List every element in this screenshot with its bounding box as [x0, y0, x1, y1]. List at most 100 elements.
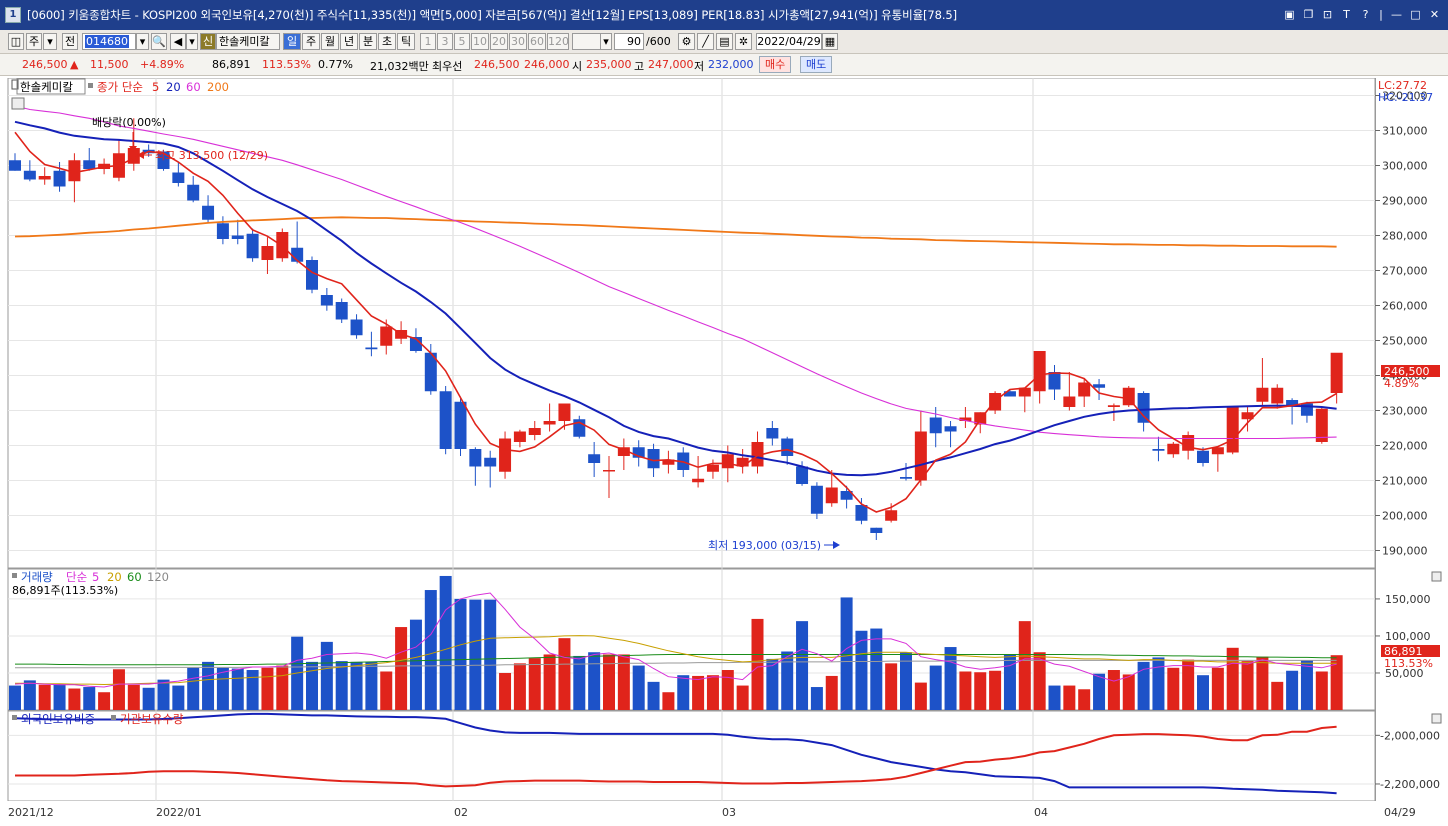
candle-body [231, 235, 244, 239]
interval-button-3[interactable]: 년 [340, 33, 358, 50]
ma20-label[interactable]: 20 [166, 80, 181, 94]
maximize-icon[interactable]: □ [1410, 8, 1421, 21]
code-dropdown-icon[interactable]: ▾ [136, 33, 149, 50]
holding-panel-close-icon[interactable] [1431, 713, 1442, 724]
trade-amount: 21,032백만 [370, 60, 429, 73]
volume-bar [1063, 685, 1076, 710]
volume-bar [1167, 667, 1180, 710]
volume-bar [1271, 681, 1284, 710]
volume-bar [142, 687, 155, 710]
minute-button-20[interactable]: 20 [490, 33, 508, 50]
open-price: 235,000 [586, 58, 632, 71]
minute-dropdown-icon[interactable]: ▾ [600, 33, 612, 50]
minute-button-1[interactable]: 1 [420, 33, 436, 50]
stock-code-input[interactable]: 014680 [82, 33, 136, 50]
interval-button-6[interactable]: 틱 [397, 33, 415, 50]
minute-button-30[interactable]: 30 [509, 33, 527, 50]
vol-ma20-label[interactable]: 20 [107, 570, 122, 584]
minute-button-3[interactable]: 3 [437, 33, 453, 50]
all-market-button[interactable]: 전 [62, 33, 78, 50]
volume-bar [350, 661, 363, 710]
minute-button-60[interactable]: 60 [528, 33, 546, 50]
interval-button-0[interactable]: 일 [283, 33, 301, 50]
vol-ma60-label[interactable]: 60 [127, 570, 142, 584]
interval-button-2[interactable]: 월 [321, 33, 339, 50]
volume-bar [1330, 655, 1343, 710]
date-input[interactable]: 2022/04/29 [756, 33, 822, 50]
minimize-icon[interactable]: — [1391, 8, 1402, 21]
volume-bar [781, 651, 794, 710]
sell-button[interactable]: 매도 [800, 56, 833, 73]
minute-button-5[interactable]: 5 [454, 33, 470, 50]
ma60-label[interactable]: 60 [186, 80, 201, 94]
volume-current-tag-text: 86,891 [1384, 645, 1423, 658]
interval-button-4[interactable]: 분 [359, 33, 377, 50]
data-count-input[interactable]: 90 [614, 33, 644, 50]
data-table-icon[interactable] [11, 97, 25, 110]
volume-panel-close-icon[interactable] [1431, 571, 1442, 582]
volume-bar [365, 661, 378, 710]
speaker-icon[interactable]: ◀ [170, 33, 186, 50]
volume-bar [1048, 685, 1061, 710]
volume-bar [573, 655, 586, 710]
candle-body [1271, 387, 1284, 404]
volume-ma-label[interactable]: 단순 [66, 570, 87, 584]
minute-button-10[interactable]: 10 [471, 33, 489, 50]
current-price: 246,500 [22, 58, 68, 71]
layout-icon[interactable]: ◫ [8, 33, 24, 50]
window-number-badge[interactable]: 1 [5, 7, 21, 23]
candle-body [692, 478, 705, 483]
settings-gear-icon[interactable]: ✲ [735, 33, 752, 50]
indicator-icon[interactable]: ⚙ [678, 33, 695, 50]
link-icon[interactable]: ▣ [1284, 8, 1295, 21]
chart-toolbar: ◫ 주 ▾ 전 014680 ▾ 🔍 ◀ ▾ 신 한솔케미칼 ▾ 90 /600… [0, 30, 1448, 54]
calendar-icon[interactable]: ▦ [822, 33, 838, 50]
volume-bar [335, 661, 348, 710]
ma200-label[interactable]: 200 [207, 80, 229, 94]
volume-bar [1018, 621, 1031, 710]
interval-button-5[interactable]: 초 [378, 33, 396, 50]
volume-bar [112, 669, 125, 710]
candle-body [647, 449, 660, 469]
vol-ma120-label[interactable]: 120 [147, 570, 169, 584]
candle-body [900, 477, 912, 479]
foreign-ratio-label[interactable]: 외국인보유비중 [21, 712, 95, 726]
volume-bar [320, 641, 333, 710]
minute-button-120[interactable]: 120 [547, 33, 569, 50]
candle-body [335, 302, 348, 320]
screen-icon[interactable]: ⊡ [1322, 8, 1333, 21]
candle-body [439, 391, 452, 449]
speaker-dropdown-icon[interactable]: ▾ [186, 33, 198, 50]
buy-button[interactable]: 매수 [759, 56, 792, 73]
ma-label[interactable]: 종가 단순 [97, 80, 143, 94]
volume-tick-label: 150,000 [1385, 593, 1431, 606]
copy-window-icon[interactable]: ❐ [1303, 8, 1314, 21]
candle-body [528, 428, 541, 435]
period-dropdown-icon[interactable]: ▾ [43, 33, 57, 50]
vol-ma5-label[interactable]: 5 [92, 570, 99, 584]
volume-bar [677, 675, 690, 710]
volume-label[interactable]: 거래량 [21, 570, 53, 584]
draw-tool-icon[interactable]: ╱ [697, 33, 714, 50]
price-stock-label[interactable]: 한솔케미칼 [20, 80, 73, 94]
ma5-label[interactable]: 5 [152, 80, 159, 94]
candle-body [1078, 382, 1091, 397]
candle-body [246, 233, 259, 259]
volume-bar [989, 670, 1002, 710]
ma60-line [14, 105, 1337, 440]
candle-body [1256, 387, 1269, 402]
vol-ma20-line [15, 635, 1337, 686]
search-icon[interactable]: 🔍 [151, 33, 167, 50]
chart-svg[interactable]: 320,000 310,000 300,000 290,000 280,000 270,0… [0, 77, 1448, 823]
chart-area[interactable]: 320,000 310,000 300,000 290,000 280,000 270,0… [0, 77, 1448, 823]
help-icon[interactable]: ? [1362, 8, 1369, 21]
period-select[interactable]: 주 [26, 33, 42, 50]
volume-bar [276, 665, 289, 710]
candle-body [885, 510, 898, 521]
institution-label[interactable]: 기관보유수량 [120, 712, 184, 726]
close-icon[interactable]: ✕ [1429, 8, 1440, 21]
volume-current-text: 86,891주(113.53%) [12, 584, 118, 597]
save-icon[interactable]: ▤ [716, 33, 733, 50]
font-icon[interactable]: T [1343, 8, 1350, 21]
interval-button-1[interactable]: 주 [302, 33, 320, 50]
